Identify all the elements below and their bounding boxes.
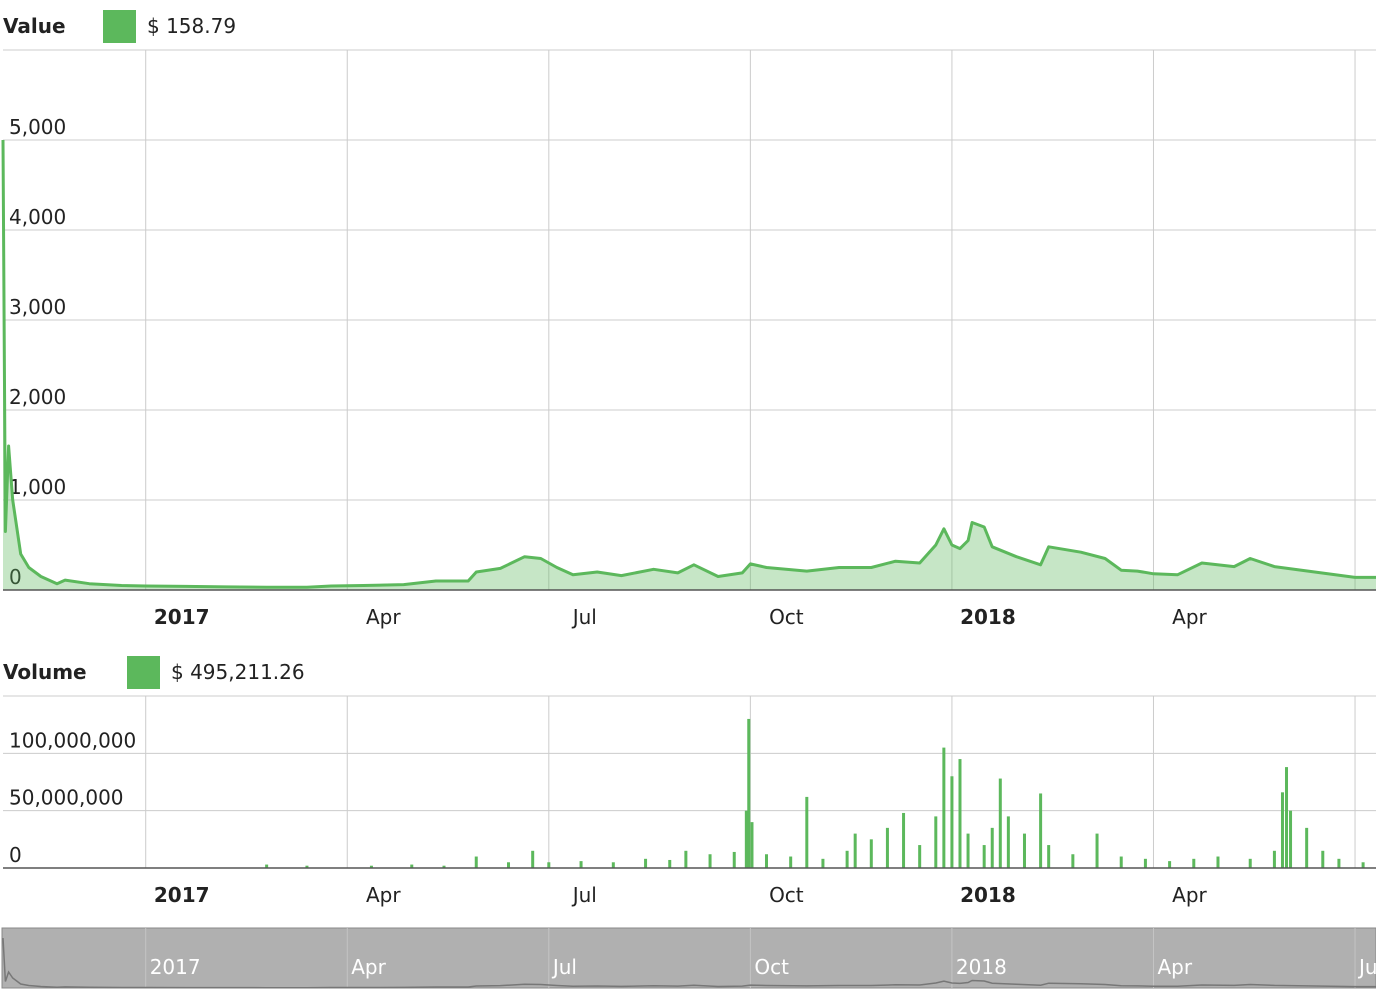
line [1, 139, 1376, 589]
bar [1006, 816, 1010, 868]
x-tick-label: 2018 [960, 605, 1016, 629]
bar [966, 833, 970, 868]
bar [611, 862, 615, 868]
x-tick-label: Apr [366, 883, 401, 907]
navigator [1, 927, 1376, 989]
bar [1168, 861, 1172, 868]
bar [410, 864, 414, 868]
bar [747, 718, 751, 868]
bar [1095, 833, 1099, 868]
x-tick-label: Apr [1172, 883, 1207, 907]
bar [869, 839, 873, 868]
navigator-label: Apr [351, 955, 386, 979]
bar [1022, 833, 1026, 868]
x-tick-label: Oct [769, 605, 804, 629]
bar [821, 858, 825, 868]
bar [764, 854, 768, 868]
bar [1272, 850, 1276, 868]
bar [1285, 767, 1289, 868]
bar [990, 827, 994, 868]
bar [1119, 856, 1123, 868]
y-tick-label: 3,000 [9, 295, 66, 319]
x-tick-label: 2017 [154, 883, 210, 907]
bar [732, 851, 736, 868]
navigator-label: Jul [1357, 955, 1376, 979]
bar [1071, 854, 1075, 868]
chart-title: Value [3, 14, 66, 38]
legend-swatch [127, 656, 160, 689]
bar [1289, 810, 1293, 868]
navigator-label: Jul [551, 955, 577, 979]
bar [1047, 845, 1051, 868]
bar [644, 858, 648, 868]
legend-swatch [103, 10, 136, 43]
bar [805, 796, 809, 868]
y-tick-label: 5,000 [9, 115, 66, 139]
chart-title: Volume [3, 660, 87, 684]
bar [744, 810, 748, 868]
bar [531, 850, 535, 868]
x-tick-label: 2017 [154, 605, 210, 629]
bar [902, 812, 906, 868]
bar [982, 845, 986, 868]
bar [950, 776, 954, 868]
bar [668, 859, 672, 868]
navigator-label: Oct [754, 955, 789, 979]
bar [305, 865, 309, 868]
bar [845, 850, 849, 868]
y-tick-label: 0 [9, 565, 22, 589]
bar [1248, 858, 1252, 868]
y-tick-label: 0 [9, 843, 22, 867]
bar [1305, 827, 1309, 868]
bar [547, 862, 551, 868]
y-tick-label: 2,000 [9, 385, 66, 409]
bar [885, 827, 889, 868]
bar [1321, 850, 1325, 868]
bar [1216, 856, 1220, 868]
x-tick-label: 2018 [960, 883, 1016, 907]
bar [579, 861, 583, 868]
bar [918, 845, 922, 868]
x-tick-label: Oct [769, 883, 804, 907]
bar [265, 864, 269, 868]
bar [942, 747, 946, 868]
x-tick-label: Jul [571, 883, 597, 907]
bar [998, 778, 1002, 868]
navigator-label: 2017 [150, 955, 201, 979]
bar [507, 862, 511, 868]
bar [1039, 793, 1043, 868]
bar [1192, 858, 1196, 868]
y-tick-label: 4,000 [9, 205, 66, 229]
bar [1361, 862, 1365, 868]
bar [958, 759, 962, 868]
bar [474, 856, 478, 868]
y-tick-label: 1,000 [9, 475, 66, 499]
navigator-label: Apr [1157, 955, 1192, 979]
navigator-label: 2018 [956, 955, 1007, 979]
bar [369, 865, 373, 868]
y-tick-label: 50,000,000 [9, 786, 124, 810]
y-tick-label: 100,000,000 [9, 728, 136, 752]
bar [750, 822, 754, 868]
x-tick-label: Apr [1172, 605, 1207, 629]
bar [934, 816, 938, 868]
bar [442, 865, 446, 868]
bar [1280, 792, 1284, 868]
bar [708, 854, 712, 868]
navigator-line [2, 937, 1376, 989]
bar [853, 833, 857, 868]
bar [1337, 858, 1341, 868]
x-tick-label: Apr [366, 605, 401, 629]
x-tick-label: Jul [571, 605, 597, 629]
bar [1143, 858, 1147, 868]
legend-label: $ 495,211.26 [171, 660, 305, 684]
legend-label: $ 158.79 [147, 14, 236, 38]
bar [684, 850, 688, 868]
bar [789, 856, 793, 868]
